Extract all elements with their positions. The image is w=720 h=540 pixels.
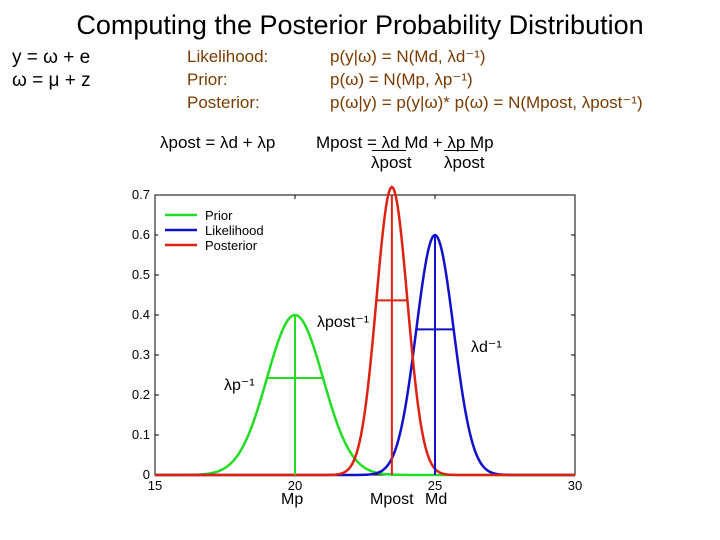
lambda-p-inverse-label: λp⁻¹ [224, 377, 255, 394]
m-post-denominator-2: λpost [444, 153, 485, 172]
legend-box [158, 203, 291, 261]
legend-label-posterior: Posterior [205, 238, 258, 253]
fraction-bar-2 [444, 150, 478, 151]
x-tick-label: 20 [288, 478, 302, 493]
legend-label-likelihood: Likelihood [205, 223, 264, 238]
mp-label: Mp [281, 491, 304, 508]
fraction-bar-1 [372, 150, 406, 151]
mpost-label: Mpost [370, 491, 414, 508]
slide-title: Computing the Posterior Probability Dist… [76, 10, 644, 40]
md-label: Md [425, 491, 448, 508]
series-line-posterior [155, 185, 575, 477]
model-equation-1: y = ω + e [12, 47, 91, 68]
model-equation-2: ω = μ + z [12, 70, 91, 91]
y-tick-label: 0 [143, 467, 150, 482]
y-tick-label: 0.3 [132, 347, 150, 362]
legend-label-prior: Prior [205, 208, 233, 223]
x-tick-label: 30 [568, 478, 582, 493]
y-tick-label: 0.7 [132, 187, 150, 202]
m-post-equation: Mpost = λd Md + λp Mp [316, 133, 494, 152]
series-line-prior [155, 313, 575, 477]
y-tick-label: 0.1 [132, 427, 150, 442]
series-line-likelihood [155, 233, 575, 477]
x-tick-label: 25 [428, 478, 442, 493]
posterior-label: Posterior: [187, 93, 260, 112]
m-post-denominator-1: λpost [371, 153, 412, 172]
lambda-d-inverse-label: λd⁻¹ [471, 339, 502, 356]
lambda-post-equation: λpost = λd + λp [160, 133, 276, 152]
x-tick-label: 15 [148, 478, 162, 493]
y-tick-label: 0.6 [132, 227, 150, 242]
posterior-equation: p(ω|y) = p(y|ω)* p(ω) = N(Mpost, λpost⁻¹… [330, 93, 643, 112]
prior-label: Prior: [187, 70, 228, 89]
lambda-post-inverse-label: λpost⁻¹ [317, 314, 370, 331]
y-tick-label: 0.4 [132, 307, 150, 322]
y-tick-label: 0.2 [132, 387, 150, 402]
likelihood-equation: p(y|ω) = N(Md, λd⁻¹) [330, 47, 486, 66]
prior-equation: p(ω) = N(Mp, λp⁻¹) [330, 70, 473, 89]
likelihood-label: Likelihood: [187, 47, 269, 66]
y-tick-label: 0.5 [132, 267, 150, 282]
